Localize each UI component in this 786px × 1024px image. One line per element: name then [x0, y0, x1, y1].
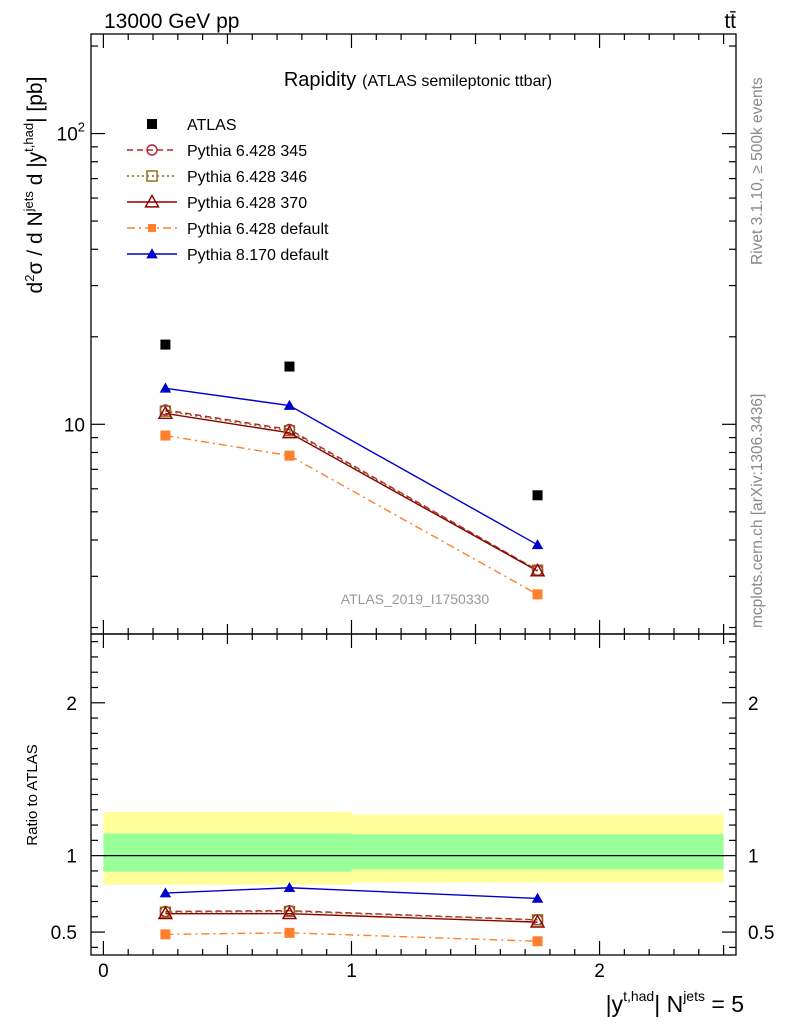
ratio-point-4-0 — [159, 887, 172, 898]
ratio-line-4 — [165, 887, 538, 900]
ratio-band-3 — [351, 834, 724, 870]
ratio-plot-frame — [90, 633, 737, 956]
ratio-point-2-0 — [157, 905, 174, 920]
x-axis-label: |yt,had| Njets = 5 — [606, 988, 744, 1017]
ratio-y-tick-label-2: 2 — [66, 694, 77, 715]
legend-marker-4 — [148, 224, 156, 232]
ratio-y-axis-label: Ratio to ATLAS — [24, 744, 41, 845]
main-panel: 10 102 Rapidity (ATLAS semileptonic ttbar)… — [21, 33, 737, 635]
main-series-markers — [157, 339, 546, 600]
ratio-y-tick-label-right-0: 0.5 — [748, 923, 774, 944]
ratio-y-tick-label-right-2: 2 — [748, 694, 759, 715]
main-line-3 — [165, 412, 538, 572]
legend-entry-0: ATLAS — [147, 117, 237, 134]
legend-marker-5 — [146, 248, 158, 259]
ratio-point-4-1 — [283, 881, 296, 893]
ratio-y-tick-label-1: 1 — [66, 847, 77, 868]
legend-marker-2 — [146, 170, 158, 182]
rivet-version-text: Rivet 3.1.10, ≥ 500k events — [749, 77, 766, 265]
ratio-line-2 — [165, 913, 538, 923]
main-line-4 — [165, 434, 538, 596]
legend-entry-3: Pythia 6.428 370 — [127, 194, 307, 212]
legend-label-2: Pythia 6.428 346 — [187, 169, 307, 186]
x-tick-label-1: 1 — [346, 961, 357, 982]
legend-label-1: Pythia 6.428 345 — [187, 143, 307, 160]
ratio-point-3-1 — [284, 927, 295, 938]
header-energy-label: 13000 GeV pp — [104, 10, 239, 33]
main-point-5-1 — [283, 399, 296, 410]
legend-label-3: Pythia 6.428 370 — [187, 195, 307, 212]
main-line-2 — [165, 410, 538, 571]
legend-marker-0 — [147, 119, 157, 129]
mcplots-reference-text: mcplots.cern.ch [arXiv:1306.3436] — [749, 394, 766, 628]
ratio-point-4-2 — [531, 892, 544, 903]
ratio-uncertainty-bands — [103, 812, 724, 885]
main-point-3-1 — [281, 424, 298, 439]
main-point-0-1 — [284, 361, 295, 372]
legend-entry-2: Pythia 6.428 346 — [127, 169, 307, 186]
main-point-5-0 — [159, 382, 172, 393]
legend-entry-4: Pythia 6.428 default — [127, 221, 329, 238]
main-chart-title: Rapidity (ATLAS semileptonic ttbar) — [284, 69, 552, 91]
ratio-line-1 — [165, 910, 538, 921]
ratio-point-3-0 — [160, 929, 171, 940]
main-axis-ticks: 10 102 — [57, 34, 736, 634]
main-point-3-2 — [529, 563, 546, 577]
main-point-0-2 — [532, 490, 543, 501]
header-process-label: tt̄ — [724, 10, 736, 33]
ratio-series-markers — [157, 881, 546, 947]
main-point-0-0 — [160, 339, 171, 350]
main-y-tick-label-0: 10 — [64, 415, 85, 436]
main-line-1 — [165, 409, 538, 571]
legend: ATLAS Pythia 6.428 345 Pythia 6.428 346 Pyt… — [127, 117, 329, 264]
ratio-band-2 — [103, 833, 352, 872]
ratio-line-0 — [165, 909, 538, 921]
legend-marker-1 — [146, 144, 158, 156]
main-point-3-0 — [157, 405, 174, 419]
main-point-5-2 — [531, 539, 544, 550]
ratio-series-lines — [165, 887, 538, 942]
main-point-4-2 — [532, 589, 543, 600]
legend-entry-1: Pythia 6.428 345 — [127, 143, 307, 160]
ratio-panel: 0.5 0.5 1 1 2 2 0 1 2 Ratio to ATLAS |yt,had| Nj… — [24, 633, 774, 1017]
legend-marker-3 — [144, 194, 160, 208]
legend-label-0: ATLAS — [187, 117, 237, 134]
main-point-4-0 — [160, 430, 171, 441]
ratio-point-3-2 — [532, 936, 543, 947]
main-y-axis-label: d2σ / d Njets d |yt,had| [pb] — [21, 77, 47, 294]
legend-label-5: Pythia 8.170 default — [187, 247, 329, 264]
ratio-axis-ticks: 0.5 0.5 1 1 2 2 0 1 2 — [51, 634, 774, 982]
legend-label-4: Pythia 6.428 default — [187, 221, 329, 238]
legend-entry-5: Pythia 8.170 default — [127, 247, 329, 264]
ratio-y-tick-label-right-1: 1 — [748, 847, 759, 868]
ratio-y-tick-label-0: 0.5 — [51, 923, 77, 944]
ratio-point-2-2 — [529, 914, 546, 928]
main-point-4-1 — [284, 450, 295, 461]
ratio-line-3 — [165, 932, 538, 942]
main-series-lines — [165, 387, 538, 596]
ratio-point-2-1 — [281, 905, 298, 920]
main-y-tick-label-1: 102 — [57, 120, 85, 146]
analysis-watermark: ATLAS_2019_I1750330 — [341, 591, 490, 607]
x-tick-label-0: 0 — [98, 961, 109, 982]
x-tick-label-2: 2 — [594, 961, 605, 982]
